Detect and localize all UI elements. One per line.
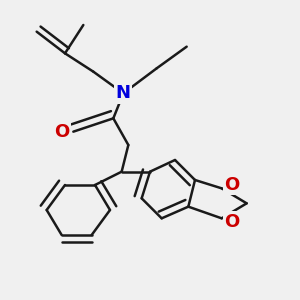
- Text: O: O: [54, 123, 69, 141]
- Text: O: O: [224, 213, 239, 231]
- Text: O: O: [224, 176, 239, 194]
- Text: N: N: [116, 84, 131, 102]
